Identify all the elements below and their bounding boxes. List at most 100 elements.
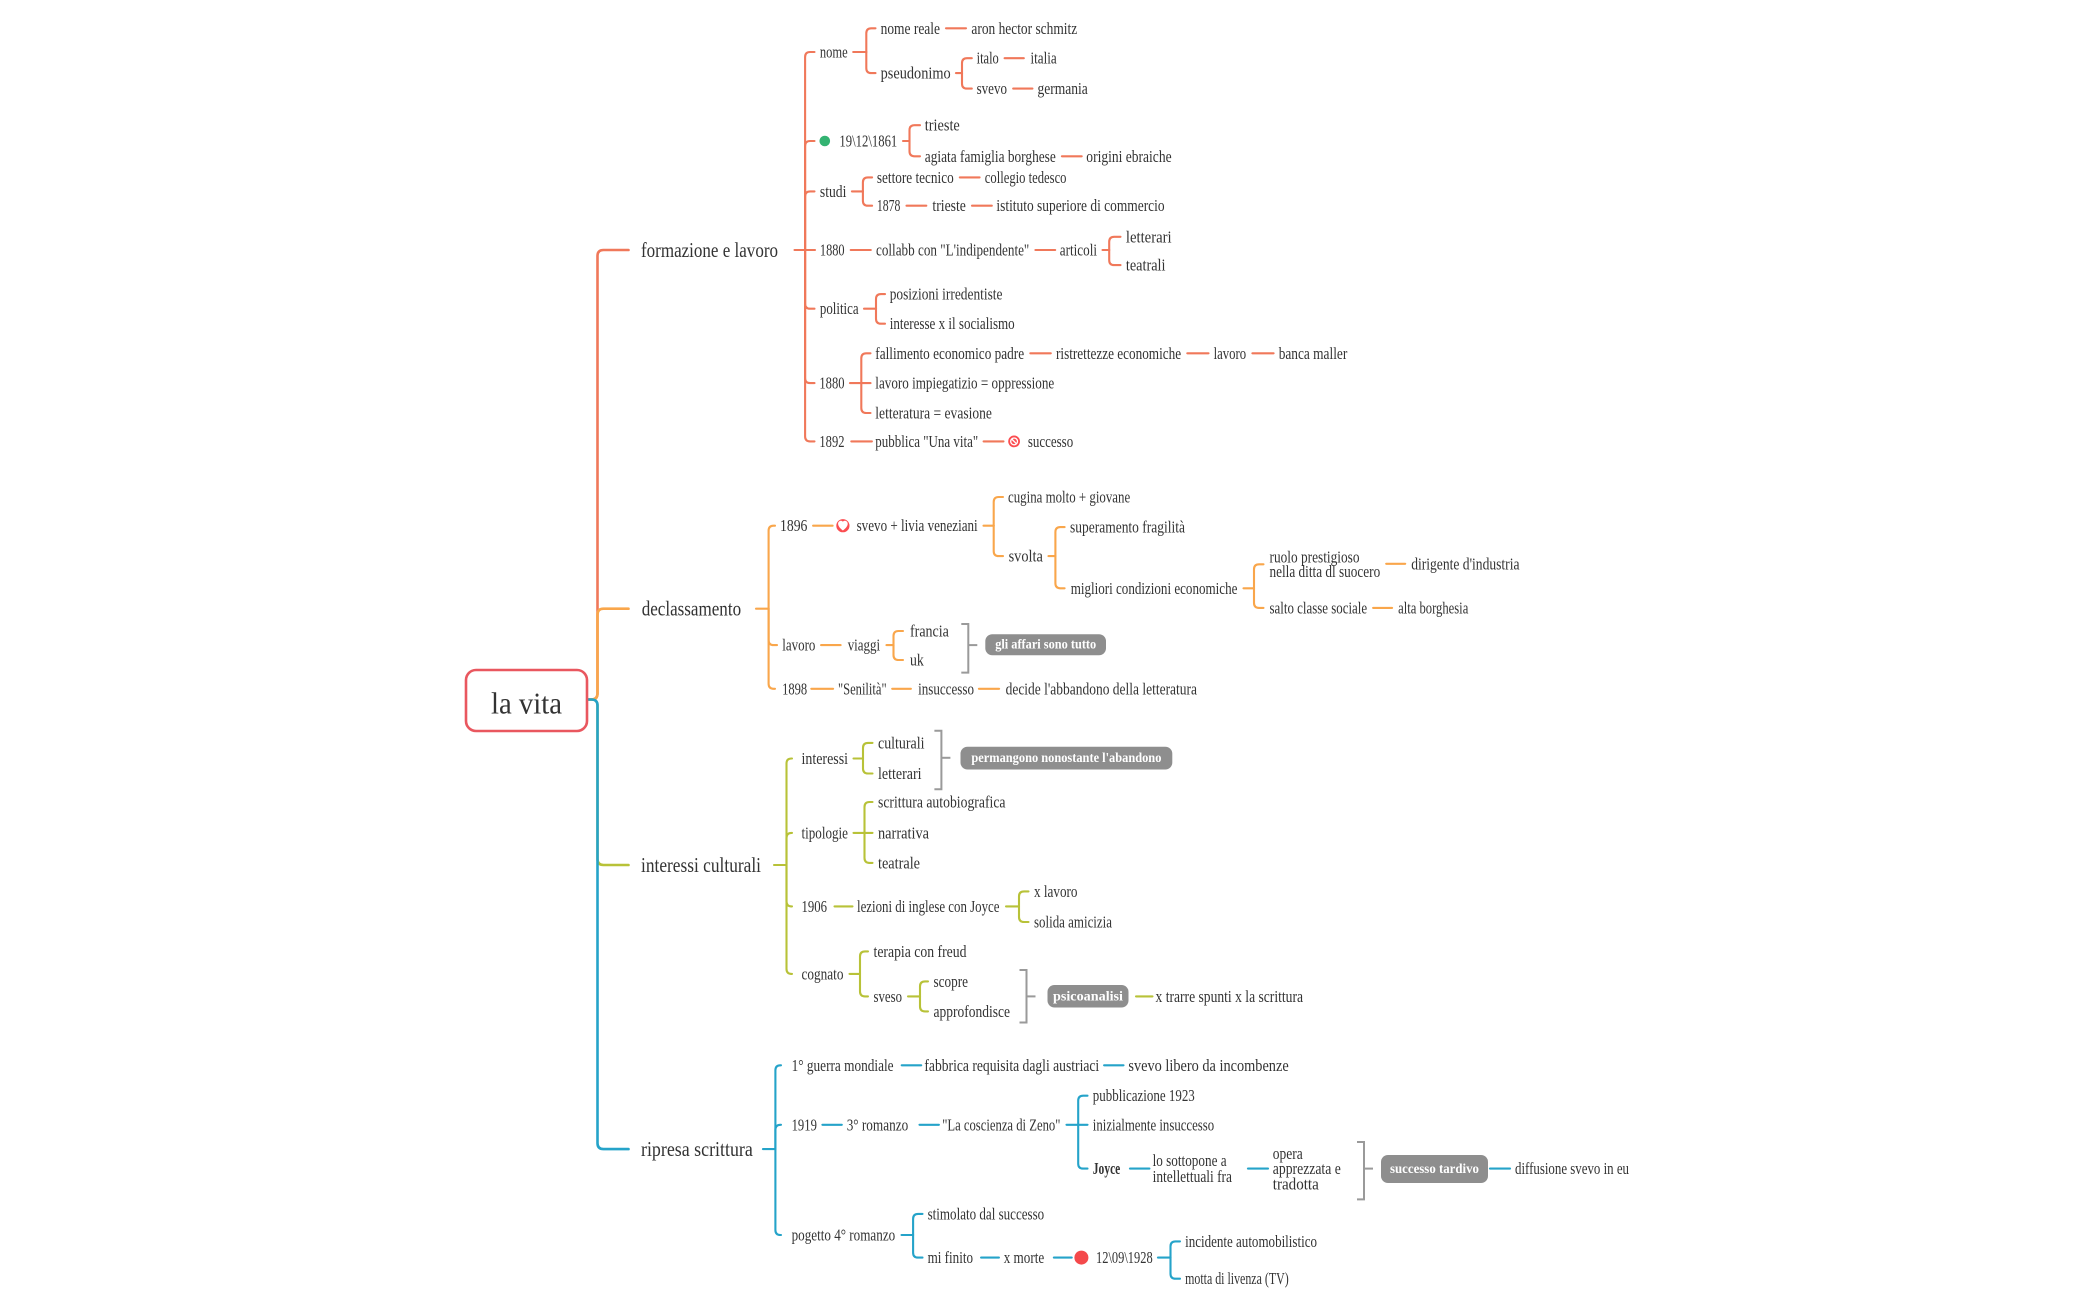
svg-text:pogetto 4° romanzo: pogetto 4° romanzo [792, 1226, 896, 1245]
svg-text:approfondisce: approfondisce [934, 1002, 1011, 1021]
svg-text:viaggi: viaggi [848, 636, 881, 655]
svg-text:x trarre spunti x la scrittura: x trarre spunti x la scrittura [1156, 987, 1304, 1006]
svg-text:interesse x il socialismo: interesse x il socialismo [890, 314, 1015, 333]
svg-text:"Senilità": "Senilità" [838, 679, 887, 698]
svg-text:svevo: svevo [977, 79, 1007, 98]
svg-text:pseudonimo: pseudonimo [881, 64, 951, 83]
svg-text:1898: 1898 [782, 679, 807, 698]
svg-text:1896: 1896 [780, 516, 807, 535]
svg-text:trieste: trieste [932, 196, 966, 215]
svg-text:trieste: trieste [925, 116, 960, 135]
svg-text:successo: successo [1028, 432, 1073, 451]
svg-text:fallimento economico padre: fallimento economico padre [875, 344, 1024, 363]
svg-text:tradotta: tradotta [1273, 1175, 1319, 1194]
svg-text:agiata famiglia borghese: agiata famiglia borghese [925, 147, 1056, 166]
svg-text:banca maller: banca maller [1279, 344, 1348, 363]
svg-text:svolta: svolta [1009, 547, 1044, 566]
svg-text:lavoro: lavoro [782, 636, 815, 655]
svg-text:ristrettezze economiche: ristrettezze economiche [1056, 344, 1181, 363]
svg-text:interessi culturali: interessi culturali [641, 853, 761, 877]
svg-text:successo tardivo: successo tardivo [1390, 1162, 1479, 1177]
svg-text:superamento fragilità: superamento fragilità [1070, 518, 1185, 537]
svg-text:studi: studi [820, 182, 847, 201]
svg-text:collabb con "L'indipendente": collabb con "L'indipendente" [876, 241, 1029, 260]
svg-text:1° guerra mondiale: 1° guerra mondiale [792, 1056, 894, 1075]
svg-text:19\12\1861: 19\12\1861 [839, 132, 897, 151]
svg-text:dirigente d'industria: dirigente d'industria [1411, 554, 1520, 573]
svg-text:germania: germania [1038, 79, 1089, 98]
svg-text:letterari: letterari [1126, 227, 1172, 246]
svg-text:collegio tedesco: collegio tedesco [985, 168, 1067, 187]
svg-text:origini ebraiche: origini ebraiche [1086, 147, 1171, 166]
svg-text:permangono nonostante l'abando: permangono nonostante l'abandono [971, 751, 1161, 766]
svg-text:1919: 1919 [792, 1115, 817, 1134]
svg-text:stimolato dal successo: stimolato dal successo [928, 1204, 1045, 1223]
svg-text:culturali: culturali [878, 733, 925, 752]
svg-text:la vita: la vita [491, 686, 562, 721]
svg-text:x lavoro: x lavoro [1034, 882, 1078, 901]
svg-text:cognato: cognato [802, 964, 844, 983]
svg-text:declassamento: declassamento [642, 597, 741, 621]
svg-text:salto classe sociale: salto classe sociale [1270, 598, 1368, 617]
svg-text:teatrali: teatrali [1126, 256, 1166, 275]
svg-text:scopre: scopre [934, 972, 969, 991]
svg-text:1880: 1880 [819, 374, 844, 393]
svg-text:"La coscienza di Zeno": "La coscienza di Zeno" [942, 1115, 1060, 1134]
svg-text:sveso: sveso [874, 987, 903, 1006]
svg-text:nella ditta dl suocero: nella ditta dl suocero [1270, 562, 1381, 581]
svg-text:terapia con freud: terapia con freud [874, 942, 967, 961]
svg-text:1880: 1880 [820, 241, 845, 260]
svg-text:francia: francia [910, 622, 949, 641]
svg-text:uk: uk [910, 651, 924, 670]
svg-text:Joyce: Joyce [1093, 1159, 1121, 1178]
svg-text:lavoro: lavoro [1214, 344, 1247, 363]
svg-text:scrittura autobiografica: scrittura autobiografica [878, 793, 1006, 812]
svg-text:decide l'abbandono della lette: decide l'abbandono della letteratura [1006, 679, 1198, 698]
svg-text:italia: italia [1031, 49, 1058, 68]
svg-text:lezioni di inglese con Joyce: lezioni di inglese con Joyce [857, 897, 1000, 916]
svg-text:inizialmente insuccesso: inizialmente insuccesso [1093, 1115, 1214, 1134]
svg-text:letterari: letterari [878, 764, 922, 783]
svg-text:lo sottopone a: lo sottopone a [1153, 1151, 1227, 1170]
svg-text:letteratura = evasione: letteratura = evasione [875, 404, 992, 423]
svg-text:settore tecnico: settore tecnico [877, 168, 954, 187]
svg-text:apprezzata e: apprezzata e [1273, 1159, 1341, 1178]
svg-text:x morte: x morte [1004, 1248, 1044, 1267]
svg-text:motta di livenza (TV): motta di livenza (TV) [1185, 1269, 1289, 1288]
svg-text:diffusione svevo in eu: diffusione svevo in eu [1515, 1159, 1629, 1178]
svg-text:pubblica "Una vita": pubblica "Una vita" [875, 432, 978, 451]
svg-text:ruolo prestigioso: ruolo prestigioso [1270, 547, 1360, 566]
svg-text:solida amicizia: solida amicizia [1034, 913, 1112, 932]
svg-text:1878: 1878 [877, 196, 901, 215]
svg-text:pubblicazione 1923: pubblicazione 1923 [1093, 1086, 1195, 1105]
svg-text:intellettuali fra: intellettuali fra [1153, 1167, 1233, 1186]
svg-text:fabbrica requisita dagli austr: fabbrica requisita dagli austriaci [924, 1056, 1099, 1075]
svg-text:posizioni irredentiste: posizioni irredentiste [890, 285, 1003, 304]
svg-text:migliori condizioni economiche: migliori condizioni economiche [1071, 579, 1238, 598]
svg-text:politica: politica [820, 299, 859, 318]
svg-text:svevo libero da incombenze: svevo libero da incombenze [1128, 1056, 1288, 1075]
svg-text:nome: nome [820, 43, 848, 62]
svg-text:alta borghesia: alta borghesia [1398, 598, 1469, 617]
svg-text:incidente automobilistico: incidente automobilistico [1185, 1232, 1317, 1251]
svg-text:narrativa: narrativa [878, 823, 929, 842]
svg-text:gli affari sono tutto: gli affari sono tutto [995, 638, 1096, 653]
svg-text:mi finito: mi finito [928, 1248, 973, 1267]
svg-text:aron hector schmitz: aron hector schmitz [971, 19, 1077, 38]
svg-text:tipologie: tipologie [802, 823, 849, 842]
svg-text:insuccesso: insuccesso [918, 679, 974, 698]
svg-text:3° romanzo: 3° romanzo [847, 1115, 909, 1134]
svg-text:italo: italo [977, 49, 999, 68]
svg-text:istituto superiore di commerci: istituto superiore di commercio [996, 196, 1164, 215]
svg-text:12\09\1928: 12\09\1928 [1096, 1248, 1153, 1267]
svg-text:opera: opera [1273, 1144, 1303, 1163]
svg-text:1892: 1892 [819, 432, 844, 451]
svg-text:ripresa scrittura: ripresa scrittura [641, 1137, 753, 1161]
svg-text:teatrale: teatrale [878, 853, 920, 872]
svg-text:interessi: interessi [802, 749, 849, 768]
svg-text:svevo + livia veneziani: svevo + livia veneziani [857, 516, 978, 535]
svg-text:articoli: articoli [1060, 241, 1097, 260]
svg-text:cugina molto + giovane: cugina molto + giovane [1008, 488, 1130, 507]
svg-text:formazione e lavoro: formazione e lavoro [641, 238, 778, 262]
svg-text:nome reale: nome reale [881, 19, 940, 38]
